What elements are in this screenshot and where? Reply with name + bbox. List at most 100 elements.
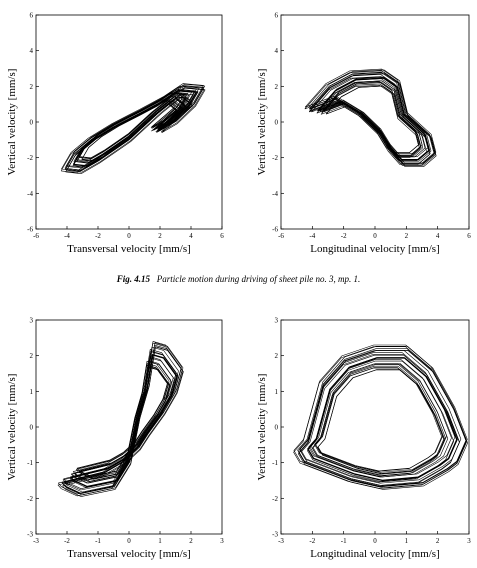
series-line-trace xyxy=(297,348,467,487)
series-line-trace xyxy=(66,87,205,173)
x-tick-label: -2 xyxy=(95,232,101,240)
y-tick-label: -1 xyxy=(272,459,278,467)
series-line-trace xyxy=(308,359,452,478)
series-line-trace xyxy=(69,357,175,488)
x-tick-label: 3 xyxy=(467,537,471,545)
y-tick-label: 6 xyxy=(30,12,34,20)
x-tick-label: 2 xyxy=(158,232,162,240)
x-tick-label: -6 xyxy=(33,232,39,240)
y-tick-label: 2 xyxy=(275,352,279,360)
series-line-trace xyxy=(74,364,169,483)
y-tick-label: 1 xyxy=(30,388,34,396)
y-tick-label: -2 xyxy=(27,154,33,162)
x-tick-label: 3 xyxy=(220,537,224,545)
series-line-trace xyxy=(299,352,458,483)
series-line-trace xyxy=(320,85,420,158)
y-tick-label: 0 xyxy=(30,424,34,432)
x-tick-label: -4 xyxy=(309,232,315,240)
y-tick-label: -4 xyxy=(272,190,278,198)
series-line-trace xyxy=(317,369,445,474)
series-line-trace xyxy=(65,86,200,169)
x-tick-label: 1 xyxy=(158,537,162,545)
series-line-trace xyxy=(318,76,429,157)
plot-transversal-vertical-bottom: -3 -2 -1 0 1 2 3 -3 -2 -1 0 1 2 3 Transversal velocit… xyxy=(6,317,224,561)
series-line-trace xyxy=(308,69,437,164)
series-line-trace xyxy=(72,92,194,168)
y-tick-label: 4 xyxy=(275,47,279,55)
x-tick-label: 6 xyxy=(220,232,224,240)
plot-longitudinal-vertical-bottom: -3 -2 -1 0 1 2 3 -3 -2 -1 0 1 2 3 Longitudinal veloci… xyxy=(256,317,471,561)
series-line-trace xyxy=(309,72,432,162)
x-tick-label: -2 xyxy=(64,537,70,545)
series-line-trace xyxy=(310,74,429,161)
y-tick-label: 3 xyxy=(275,317,279,325)
x-tick-label: 2 xyxy=(436,537,440,545)
y-tick-label: 4 xyxy=(30,47,34,55)
series-line-trace xyxy=(299,350,467,489)
series-line-trace xyxy=(57,342,182,497)
y-tick-label: 2 xyxy=(30,83,34,91)
y-axis-label: Vertical velocity [mm/s] xyxy=(6,69,18,176)
series-line-trace xyxy=(299,350,462,484)
x-tick-label: -2 xyxy=(309,537,315,545)
y-tick-label: -4 xyxy=(27,190,33,198)
x-tick-label: -4 xyxy=(64,232,70,240)
plot-frame xyxy=(35,14,223,230)
figure-label: Fig. 4.15 xyxy=(116,274,151,284)
series-line-trace xyxy=(64,83,206,171)
figure-caption: Fig. 4.15 Particle motion during driving… xyxy=(0,274,477,284)
x-axis-label: Transversal velocity [mm/s] xyxy=(67,243,191,255)
x-tick-label: -6 xyxy=(278,232,284,240)
x-tick-label: 6 xyxy=(467,232,471,240)
plot-frame xyxy=(280,319,470,535)
x-tick-label: -1 xyxy=(341,537,347,545)
x-tick-label: -3 xyxy=(33,537,39,545)
y-axis-label: Vertical velocity [mm/s] xyxy=(256,69,268,176)
plot-longitudinal-vertical-top: -6 -4 -2 0 2 4 6 -6 -4 -2 0 2 4 6 Longitudinal veloci… xyxy=(256,12,471,256)
series-line xyxy=(307,357,458,482)
series-line-trace xyxy=(61,342,184,494)
x-tick-label: 1 xyxy=(405,537,409,545)
series-line-trace xyxy=(62,346,179,491)
y-tick-label: 6 xyxy=(275,12,279,20)
y-tick-label: -3 xyxy=(27,531,33,539)
y-tick-label: -6 xyxy=(272,226,278,234)
y-axis-label: Vertical velocity [mm/s] xyxy=(256,374,268,481)
y-tick-label: 0 xyxy=(275,424,279,432)
series-line-trace xyxy=(314,363,447,473)
plot-frame xyxy=(280,14,470,230)
x-axis-label: Longitudinal velocity [mm/s] xyxy=(310,548,440,560)
series-line-trace xyxy=(297,345,468,487)
x-tick-label: 0 xyxy=(127,232,131,240)
x-tick-label: 0 xyxy=(373,232,377,240)
plot-transversal-vertical-top: -6 -4 -2 0 2 4 6 -6 -4 -2 0 2 4 6 Transversal velocit… xyxy=(6,12,224,256)
y-tick-label: -2 xyxy=(272,495,278,503)
y-tick-label: -2 xyxy=(272,154,278,162)
x-tick-label: 2 xyxy=(189,537,193,545)
x-axis-label: Transversal velocity [mm/s] xyxy=(67,548,191,560)
caption-text: Particle motion during driving of sheet … xyxy=(156,274,361,284)
y-tick-label: -6 xyxy=(27,226,33,234)
series-line-trace xyxy=(312,367,445,477)
x-axis-label: Longitudinal velocity [mm/s] xyxy=(310,243,440,255)
y-tick-label: 2 xyxy=(30,352,34,360)
series-line-trace xyxy=(79,93,185,159)
y-tick-label: 1 xyxy=(275,388,279,396)
series-line-trace xyxy=(307,360,454,482)
series-line-trace xyxy=(63,346,184,496)
y-tick-label: -2 xyxy=(27,495,33,503)
x-tick-label: -2 xyxy=(341,232,347,240)
series-line-trace xyxy=(316,80,427,162)
x-tick-label: 0 xyxy=(373,537,377,545)
y-tick-label: -1 xyxy=(27,459,33,467)
y-tick-label: -3 xyxy=(272,531,278,539)
x-tick-label: 4 xyxy=(436,232,440,240)
y-axis-label: Vertical velocity [mm/s] xyxy=(6,374,18,481)
x-tick-label: -1 xyxy=(95,537,101,545)
series-line-trace xyxy=(323,82,420,153)
x-tick-label: -3 xyxy=(278,537,284,545)
x-tick-label: 2 xyxy=(405,232,409,240)
x-tick-label: 4 xyxy=(189,232,193,240)
series-line-trace xyxy=(76,363,169,477)
y-tick-label: 0 xyxy=(275,119,279,127)
